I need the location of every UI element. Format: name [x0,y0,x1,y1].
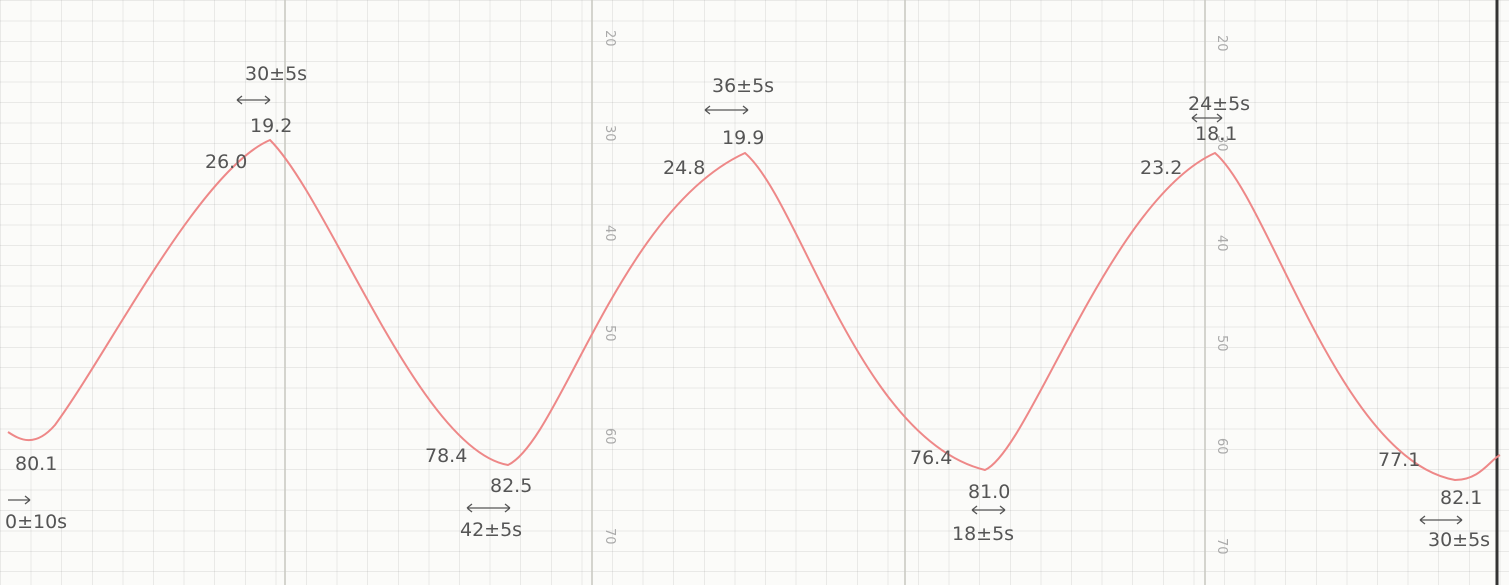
annotation: 77.1 [1378,449,1420,471]
scale-label: 50 [1214,335,1229,352]
annotation: 23.2 [1140,157,1182,179]
annotation: 24±5s [1188,93,1250,115]
scale-label: 20 [602,30,617,47]
annotation: 24.8 [663,157,705,179]
scale-label: 70 [1214,538,1229,555]
scale-label: 30 [602,125,617,142]
annotation: 19.2 [250,115,292,137]
annotation: 26.0 [205,151,247,173]
annotation: 30±5s [1428,529,1490,551]
scale-label: 40 [602,225,617,242]
chart-paper: 20 30 40 50 60 70 20 30 40 50 60 70 30±5… [0,0,1509,585]
annotations: 30±5s 19.2 26.0 80.1 0±10s 78.4 82.5 42±… [5,63,1490,551]
annotation: 36±5s [712,75,774,97]
scale-column-1: 20 30 40 50 60 70 [602,30,617,545]
recorder-trace [8,140,1500,480]
annotation: 0±10s [5,511,67,533]
annotation: 18±5s [952,523,1014,545]
scale-label: 60 [1214,438,1229,455]
annotation: 76.4 [910,447,952,469]
annotation: 30±5s [245,63,307,85]
scale-label: 50 [602,325,617,342]
major-grid [285,0,1497,585]
annotation: 78.4 [425,445,467,467]
scale-label: 60 [602,428,617,445]
annotation: 82.5 [490,475,532,497]
scale-label: 40 [1214,235,1229,252]
scale-label: 20 [1214,35,1229,52]
annotation: 82.1 [1440,487,1482,509]
scale-label: 70 [602,528,617,545]
annotation: 81.0 [968,481,1010,503]
annotation: 80.1 [15,453,57,475]
annotation: 19.9 [722,127,764,149]
trace: 20 30 40 50 60 70 20 30 40 50 60 70 30±5… [0,0,1509,585]
annotation: 42±5s [460,519,522,541]
annotation: 18.1 [1195,123,1237,145]
